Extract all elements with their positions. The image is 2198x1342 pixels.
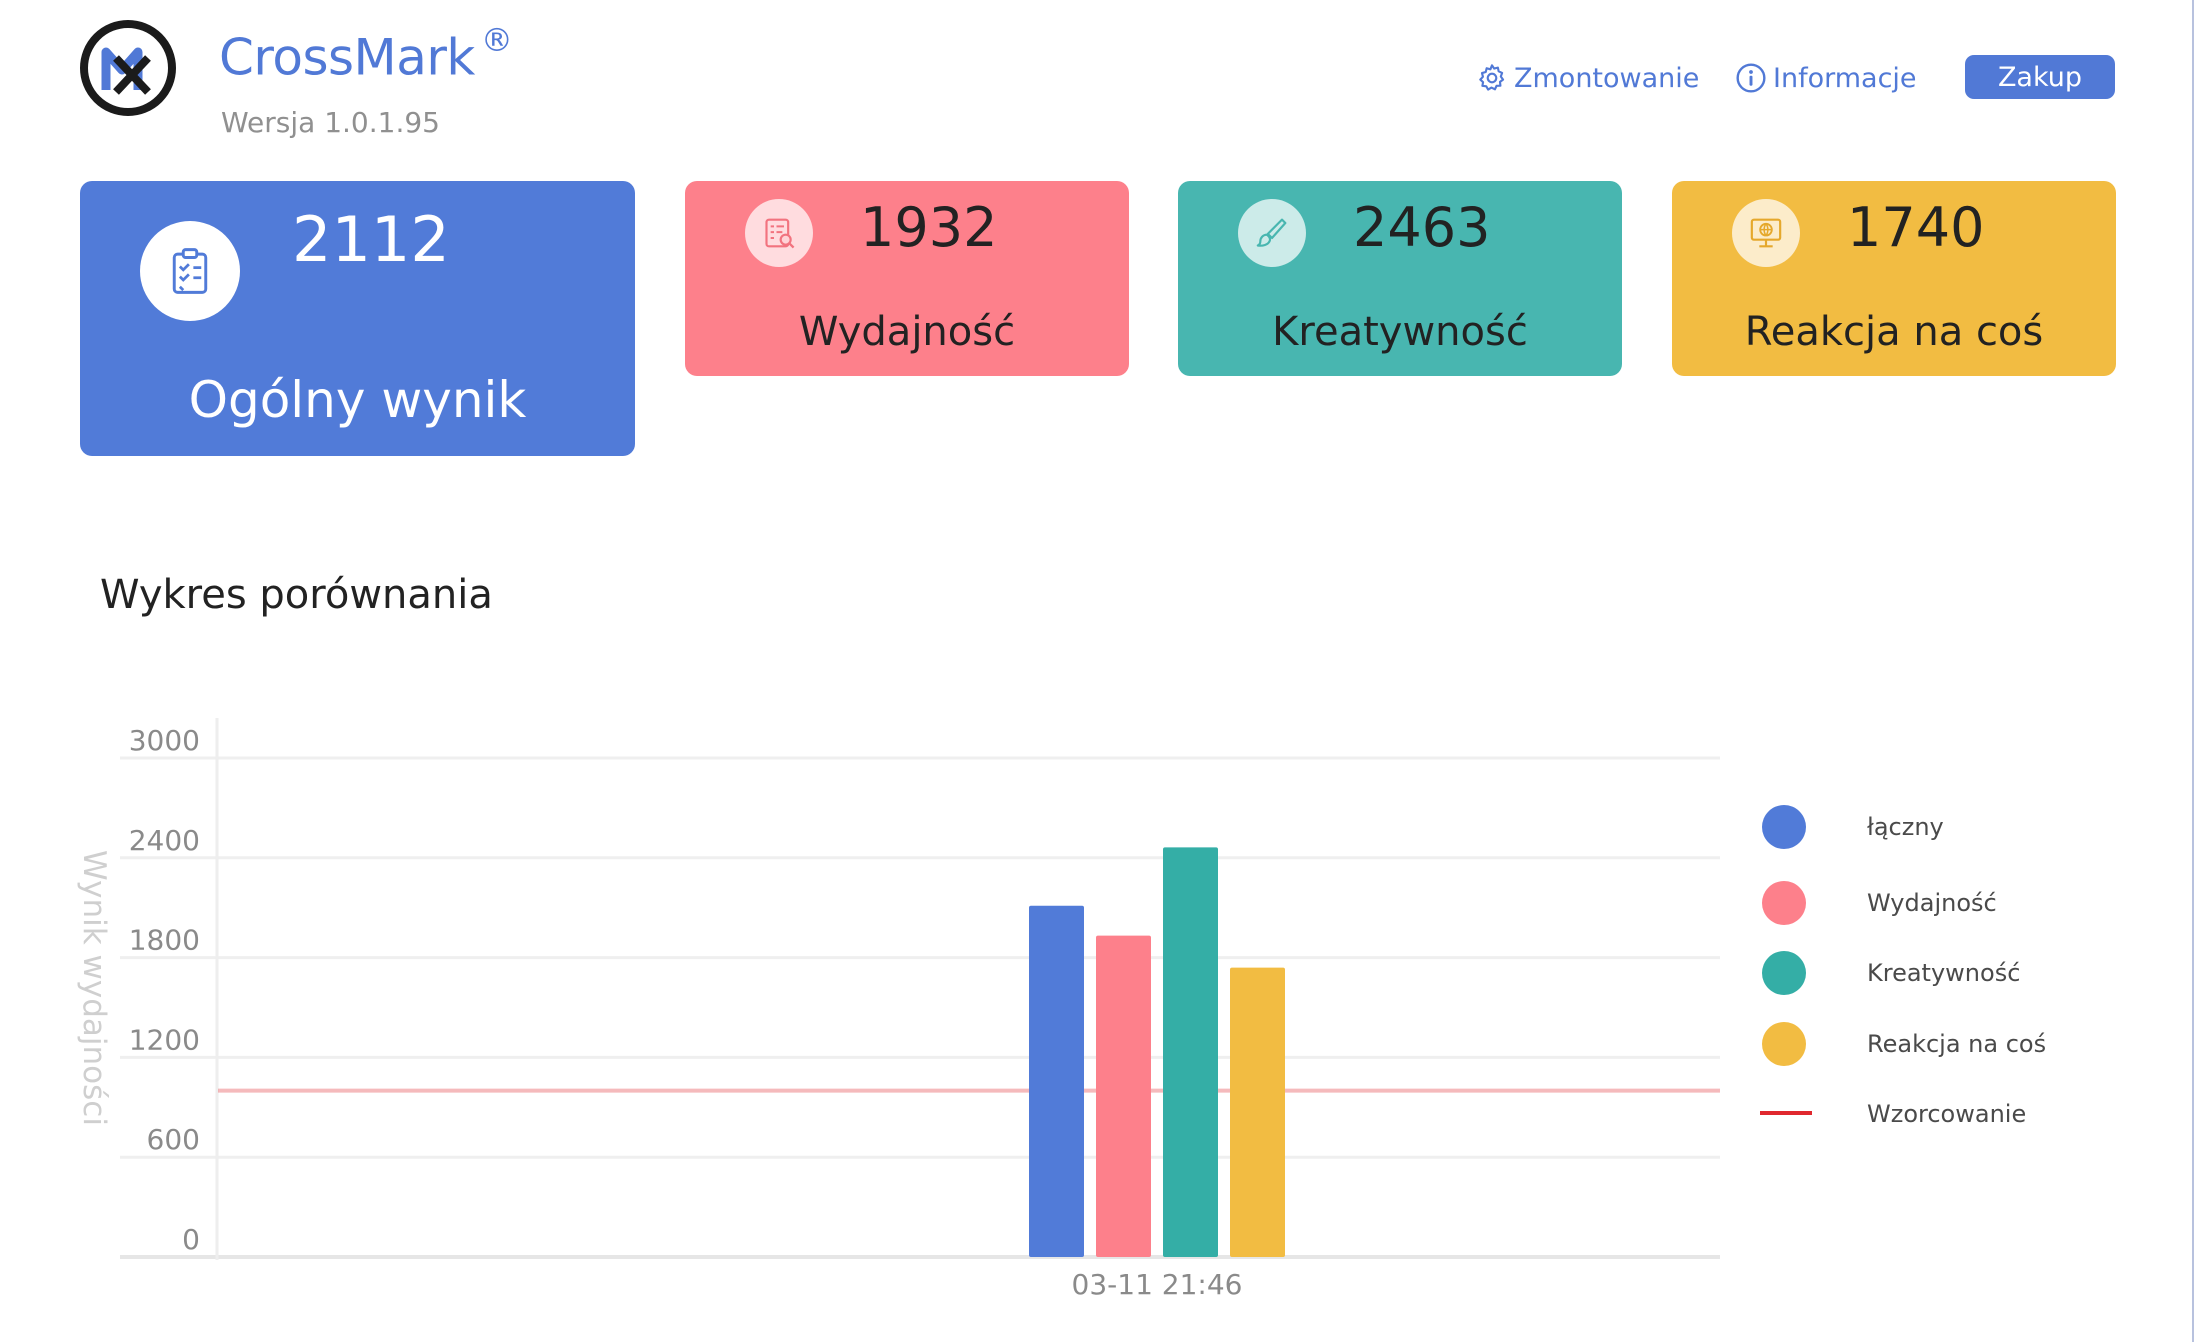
- creativity-score-value: 2463: [1353, 196, 1491, 259]
- creativity-score-label: Kreatywność: [1272, 309, 1528, 355]
- overall-score-value: 2112: [292, 203, 450, 276]
- legend-label-1: Wydajność: [1867, 889, 1997, 917]
- reaction-score-card: 1740 Reakcja na coś: [1672, 181, 2116, 376]
- legend-label-reference: Wzorcowanie: [1867, 1100, 2026, 1128]
- clipboard-check-icon: [140, 221, 240, 321]
- y-tick-label: 1200: [129, 1023, 200, 1056]
- legend-swatch-0: [1762, 805, 1806, 849]
- overall-score-label: Ogólny wynik: [188, 371, 527, 429]
- y-axis-title: Wynik wydajności: [76, 850, 112, 1126]
- legend-swatch-3: [1762, 1022, 1806, 1066]
- bar-reakcja-na-co: [1230, 967, 1285, 1257]
- overall-score-card: 2112 Ogólny wynik: [80, 181, 635, 456]
- info-icon: [1736, 63, 1766, 93]
- window-border: [2192, 0, 2194, 1342]
- app-title: CrossMark ®: [219, 21, 513, 87]
- reaction-score-label: Reakcja na coś: [1744, 309, 2044, 355]
- y-tick-label: 3000: [129, 724, 200, 757]
- performance-score-card: 1932 Wydajność: [685, 181, 1129, 376]
- legend-label-0: łączny: [1867, 813, 1944, 841]
- bar-czny: [1029, 905, 1084, 1257]
- y-tick-label: 1800: [129, 924, 200, 957]
- y-tick-label: 600: [147, 1123, 200, 1156]
- brush-icon: [1238, 199, 1306, 267]
- legend-label-3: Reakcja na coś: [1867, 1030, 2046, 1058]
- info-link-label: Informacje: [1773, 62, 1917, 94]
- info-link[interactable]: Informacje: [1735, 58, 1917, 98]
- legend-swatch-1: [1762, 881, 1806, 925]
- y-tick-label: 0: [182, 1223, 200, 1256]
- gear-icon: [1479, 64, 1505, 91]
- comparison-chart-title: Wykres porównania: [100, 572, 493, 618]
- app-version: Wersja 1.0.1.95: [221, 106, 440, 139]
- monitor-globe-icon: [1732, 199, 1800, 267]
- performance-score-value: 1932: [860, 196, 998, 259]
- registered-mark: ®: [480, 21, 513, 59]
- settings-link[interactable]: Zmontowanie: [1476, 58, 1699, 98]
- performance-score-label: Wydajność: [798, 309, 1016, 355]
- creativity-score-card: 2463 Kreatywność: [1178, 181, 1622, 376]
- legend-label-2: Kreatywność: [1867, 959, 2020, 987]
- buy-button[interactable]: Zakup: [1965, 55, 2115, 99]
- y-tick-label: 2400: [129, 824, 200, 857]
- bar-wydajno: [1096, 935, 1151, 1257]
- reaction-score-value: 1740: [1847, 196, 1985, 259]
- bar-kreatywno: [1163, 847, 1218, 1257]
- crossmark-logo: [78, 18, 178, 118]
- settings-link-label: Zmontowanie: [1514, 62, 1700, 94]
- legend-swatch-2: [1762, 951, 1806, 995]
- report-search-icon: [745, 199, 813, 267]
- x-tick-label: 03-11 21:46: [1072, 1268, 1243, 1301]
